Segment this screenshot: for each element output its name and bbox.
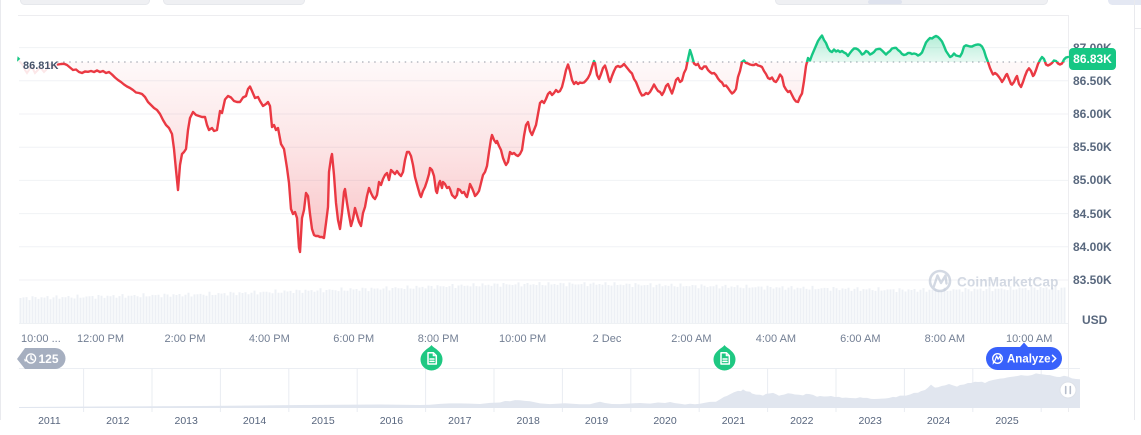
svg-text:Analyze: Analyze [1007,354,1050,366]
svg-text:CoinMarketCap: CoinMarketCap [957,275,1059,290]
svg-text:125: 125 [39,352,59,366]
